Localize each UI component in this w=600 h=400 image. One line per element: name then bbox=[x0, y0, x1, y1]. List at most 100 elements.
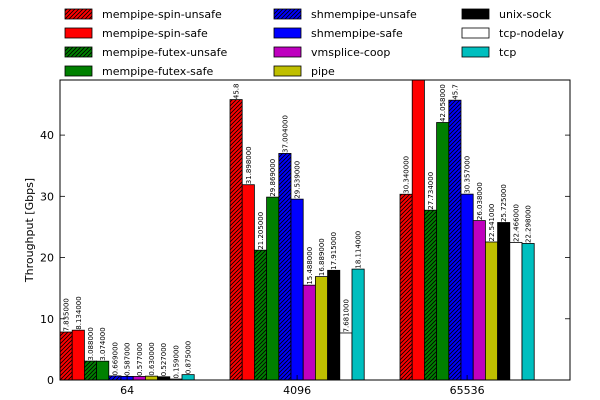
bar-unix-sock-4096 bbox=[327, 269, 341, 380]
bar-shmempipe-safe-4096 bbox=[290, 198, 304, 380]
legend-item-unix-sock: unix-sock bbox=[461, 8, 552, 21]
bar-shmempipe-safe-65536 bbox=[460, 193, 474, 380]
legend-swatch-hatch bbox=[274, 9, 301, 19]
bar-vmsplice-coop-65536 bbox=[472, 220, 486, 380]
data-label-mempipe-spin-unsafe-64: 7.835000 bbox=[63, 298, 71, 331]
bar-mempipe-futex-safe-64 bbox=[96, 360, 110, 380]
data-label-tcp-nodelay-4096: 7.681000 bbox=[342, 299, 350, 332]
data-labels: 7.835000 45.8 30.340000 8.134000 31.898000 3.… bbox=[63, 83, 533, 378]
data-label-mempipe-futex-unsafe-65536: 27.734000 bbox=[427, 172, 435, 210]
bar-mempipe-spin-safe-65536 bbox=[411, 80, 425, 380]
legend-item-shmempipe-safe: shmempipe-safe bbox=[273, 27, 403, 40]
legend-swatch-hatch bbox=[65, 47, 92, 57]
bar-hatch-mempipe-futex-unsafe-4096 bbox=[254, 250, 267, 380]
bar-tcp-65536 bbox=[521, 243, 535, 380]
bar-hatch-mempipe-spin-unsafe-64 bbox=[60, 332, 73, 380]
legend: mempipe-spin-unsafe mempipe-spin-safe memp… bbox=[64, 8, 565, 78]
legend-item-mempipe-spin-unsafe: mempipe-spin-unsafe bbox=[64, 8, 222, 21]
legend-label: tcp-nodelay bbox=[499, 27, 565, 40]
x-tick-label: 4096 bbox=[283, 384, 311, 397]
plot-frame bbox=[59, 79, 571, 381]
data-label-tcp-nodelay-64: 0.159000 bbox=[172, 345, 180, 378]
data-label-mempipe-futex-safe-64: 3.074000 bbox=[99, 327, 107, 360]
legend-item-mempipe-futex-safe: mempipe-futex-safe bbox=[64, 65, 214, 78]
bar-tcp-nodelay-65536 bbox=[509, 242, 523, 380]
legend-swatch bbox=[64, 27, 93, 39]
bar-mempipe-futex-safe-4096 bbox=[266, 196, 280, 380]
bar-mempipe-spin-safe-64 bbox=[71, 329, 85, 380]
data-label-shmempipe-unsafe-65536: 45.7 bbox=[451, 84, 459, 100]
data-label-tcp-4096: 18.114000 bbox=[355, 231, 363, 269]
data-label-shmempipe-unsafe-4096: 37.004000 bbox=[281, 115, 289, 153]
bar-hatch-shmempipe-unsafe-65536 bbox=[448, 100, 461, 380]
bar-hatch-mempipe-spin-unsafe-4096 bbox=[230, 99, 243, 380]
x-tick-label: 64 bbox=[120, 384, 134, 397]
bar-hatch-mempipe-futex-unsafe-65536 bbox=[424, 210, 437, 380]
legend-swatch bbox=[273, 27, 302, 39]
data-label-unix-sock-4096: 17.915000 bbox=[330, 232, 338, 270]
data-label-unix-sock-64: 0.527000 bbox=[160, 343, 168, 376]
data-label-mempipe-futex-safe-4096: 29.869000 bbox=[269, 159, 277, 197]
legend-item-vmsplice-coop: vmsplice-coop bbox=[273, 46, 390, 59]
data-label-vmsplice-coop-4096: 15.488000 bbox=[306, 247, 314, 285]
legend-item-mempipe-futex-unsafe: mempipe-futex-unsafe bbox=[64, 46, 227, 59]
legend-swatch-hatch bbox=[65, 9, 92, 19]
legend-label: pipe bbox=[311, 65, 335, 78]
legend-swatch bbox=[461, 8, 490, 20]
data-label-tcp-65536: 22.298000 bbox=[525, 205, 533, 243]
data-label-shmempipe-unsafe-64: 0.669000 bbox=[111, 342, 119, 375]
bar-mempipe-spin-safe-4096 bbox=[241, 184, 255, 380]
bar-tcp-nodelay-4096 bbox=[339, 332, 353, 380]
legend-swatch bbox=[273, 65, 302, 77]
bar-pipe-65536 bbox=[484, 241, 498, 380]
y-axis-label: Throughput [Gbps] bbox=[23, 178, 36, 283]
data-label-shmempipe-safe-65536: 30.357000 bbox=[464, 156, 472, 194]
data-label-shmempipe-safe-4096: 29.539000 bbox=[294, 161, 302, 199]
data-label-pipe-4096: 16.889000 bbox=[318, 238, 326, 276]
legend-label: shmempipe-unsafe bbox=[311, 8, 417, 21]
y-tick-label: 10 bbox=[40, 313, 54, 326]
y-tick-label: 0 bbox=[47, 374, 54, 387]
data-label-shmempipe-safe-64: 0.587000 bbox=[124, 343, 132, 376]
legend-label: mempipe-futex-unsafe bbox=[102, 46, 227, 59]
legend-item-mempipe-spin-safe: mempipe-spin-safe bbox=[64, 27, 208, 40]
legend-label: mempipe-spin-unsafe bbox=[102, 8, 222, 21]
bar-pipe-4096 bbox=[314, 276, 328, 380]
y-tick-label: 30 bbox=[40, 190, 54, 203]
y-tick-label: 20 bbox=[40, 252, 54, 265]
data-label-unix-sock-65536: 25.725000 bbox=[500, 184, 508, 222]
plot-area: 7.835000 45.8 30.340000 8.134000 31.898000 3.… bbox=[40, 79, 571, 397]
bar-hatch-mempipe-futex-unsafe-64 bbox=[84, 361, 97, 380]
data-label-vmsplice-coop-65536: 26.038000 bbox=[476, 182, 484, 220]
x-tick-label: 65536 bbox=[450, 384, 485, 397]
data-label-pipe-64: 0.630000 bbox=[148, 342, 156, 375]
legend-swatch bbox=[461, 27, 490, 39]
bar-tcp-64 bbox=[181, 374, 195, 380]
bar-hatch-shmempipe-unsafe-64 bbox=[108, 375, 121, 380]
bar-mempipe-futex-safe-65536 bbox=[436, 122, 450, 380]
data-label-mempipe-spin-unsafe-4096: 45.8 bbox=[233, 83, 241, 99]
data-label-tcp-64: 0.875000 bbox=[185, 341, 193, 374]
y-tick-label: 40 bbox=[40, 129, 54, 142]
data-label-pipe-65536: 22.541000 bbox=[488, 204, 496, 242]
legend-label: vmsplice-coop bbox=[311, 46, 390, 59]
bar-pipe-64 bbox=[144, 375, 158, 380]
legend-item-shmempipe-unsafe: shmempipe-unsafe bbox=[273, 8, 417, 21]
bar-hatch-mempipe-spin-unsafe-65536 bbox=[400, 194, 413, 380]
bar-hatch-shmempipe-unsafe-4096 bbox=[278, 153, 291, 380]
bars bbox=[60, 80, 535, 380]
legend-label: shmempipe-safe bbox=[311, 27, 403, 40]
bar-unix-sock-65536 bbox=[497, 222, 511, 380]
legend-label: tcp bbox=[499, 46, 516, 59]
legend-swatch bbox=[273, 46, 302, 58]
legend-swatch bbox=[461, 46, 490, 58]
legend-label: unix-sock bbox=[499, 8, 552, 21]
legend-label: mempipe-futex-safe bbox=[102, 65, 214, 78]
legend-label: mempipe-spin-safe bbox=[102, 27, 208, 40]
bar-tcp-4096 bbox=[351, 268, 365, 380]
bar-vmsplice-coop-4096 bbox=[302, 284, 316, 380]
data-label-mempipe-spin-safe-64: 8.134000 bbox=[75, 296, 83, 329]
data-label-mempipe-futex-unsafe-4096: 21.205000 bbox=[257, 212, 265, 250]
legend-item-tcp-nodelay: tcp-nodelay bbox=[461, 27, 565, 40]
